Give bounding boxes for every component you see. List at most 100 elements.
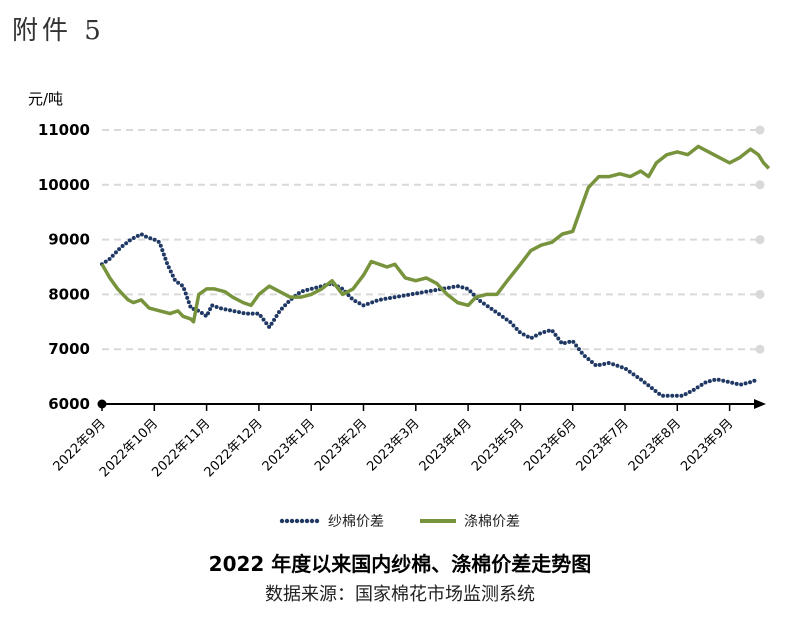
axis-arrow xyxy=(754,399,766,409)
data-point xyxy=(471,292,476,297)
data-point xyxy=(695,385,700,390)
grid-line-end-dot xyxy=(755,344,765,354)
data-point xyxy=(725,379,730,384)
data-point xyxy=(214,305,219,310)
data-point xyxy=(611,362,616,367)
legend-dot-marker xyxy=(294,518,300,524)
data-point xyxy=(203,313,208,318)
data-point xyxy=(148,236,153,241)
y-tick-label: 9000 xyxy=(48,231,90,249)
data-point xyxy=(353,299,358,304)
data-point xyxy=(623,367,628,372)
legend: 纱棉价差 涤棉价差 xyxy=(279,513,520,530)
data-point xyxy=(127,238,132,243)
data-point xyxy=(410,292,415,297)
data-point xyxy=(446,285,451,290)
data-point xyxy=(521,332,526,337)
grid-line-end-dot xyxy=(755,289,765,299)
x-tick-label: 2023年4月 xyxy=(417,416,475,474)
data-point xyxy=(388,295,393,300)
data-point xyxy=(481,301,486,306)
data-point xyxy=(661,393,666,398)
data-point xyxy=(232,309,237,314)
data-point xyxy=(419,290,424,295)
data-point xyxy=(237,310,242,315)
legend-dot-marker xyxy=(314,518,320,524)
y-axis-unit-label: 元/吨 xyxy=(28,90,64,108)
data-point xyxy=(124,241,129,246)
series-group xyxy=(100,144,771,398)
data-point xyxy=(485,304,490,309)
data-point xyxy=(286,299,291,304)
data-point xyxy=(642,380,647,385)
data-point xyxy=(586,357,591,362)
x-tick-label: 2023年7月 xyxy=(574,416,632,474)
data-point xyxy=(712,377,717,382)
data-point xyxy=(188,304,193,309)
data-point xyxy=(602,361,607,366)
data-point xyxy=(631,372,636,377)
data-point xyxy=(460,285,465,290)
legend-dot-marker xyxy=(289,518,295,524)
y-tick-label: 10000 xyxy=(38,176,90,194)
annex-label: 附件 5 xyxy=(12,16,105,46)
data-point xyxy=(264,321,269,326)
data-point xyxy=(267,324,272,329)
data-point xyxy=(525,334,530,339)
data-point xyxy=(370,300,375,305)
data-point xyxy=(255,311,260,316)
data-point xyxy=(365,301,370,306)
data-point xyxy=(691,387,696,392)
legend-label-yarn-cotton: 纱棉价差 xyxy=(328,513,384,530)
data-point xyxy=(172,277,177,282)
data-point xyxy=(582,354,587,359)
data-point xyxy=(511,323,516,328)
data-point xyxy=(374,298,379,303)
data-point xyxy=(464,286,469,291)
data-point xyxy=(168,269,173,274)
grid-line-end-dot xyxy=(755,235,765,245)
data-point xyxy=(401,293,406,298)
data-point xyxy=(748,380,753,385)
data-point xyxy=(670,393,675,398)
data-point xyxy=(683,392,688,397)
data-point xyxy=(468,289,473,294)
data-point xyxy=(272,317,277,322)
x-tick-label: 2023年2月 xyxy=(312,416,370,474)
data-point xyxy=(653,388,658,393)
data-point xyxy=(665,393,670,398)
legend-dot-marker xyxy=(299,518,305,524)
data-point xyxy=(576,347,581,352)
data-point xyxy=(182,287,187,292)
data-point xyxy=(152,237,157,242)
data-point xyxy=(606,361,611,366)
data-point xyxy=(383,296,388,301)
data-point xyxy=(679,393,684,398)
data-point xyxy=(378,297,383,302)
data-point xyxy=(514,326,519,331)
data-point xyxy=(716,377,721,382)
data-point xyxy=(228,308,233,313)
series-yarn-cotton xyxy=(100,232,757,398)
data-point xyxy=(597,362,602,367)
data-point xyxy=(703,380,708,385)
data-point xyxy=(300,289,305,294)
data-point xyxy=(183,291,188,296)
data-point xyxy=(186,300,191,305)
data-point xyxy=(179,283,184,288)
data-point xyxy=(158,243,163,248)
data-point xyxy=(110,253,115,258)
data-point xyxy=(392,295,397,300)
data-point xyxy=(504,317,509,322)
data-point xyxy=(131,236,136,241)
data-point xyxy=(562,341,567,346)
data-point xyxy=(424,289,429,294)
data-point xyxy=(103,259,108,264)
data-point xyxy=(163,256,168,261)
data-point xyxy=(529,335,534,340)
data-point xyxy=(533,333,538,338)
data-point xyxy=(415,291,420,296)
chart-source: 数据来源：国家棉花市场监测系统 xyxy=(265,584,535,605)
chart-title: 2022 年度以来国内纱棉、涤棉价差走势图 xyxy=(208,552,592,576)
data-point xyxy=(615,363,620,368)
